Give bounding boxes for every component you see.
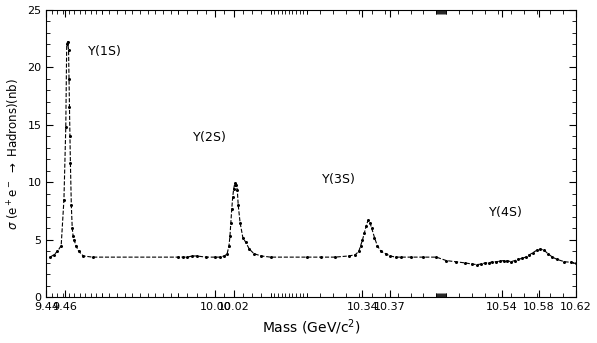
Text: $\Upsilon$(3S): $\Upsilon$(3S) — [321, 171, 355, 186]
Y-axis label: $\sigma$ (e$^+$e$^-$ $\rightarrow$ Hadrons)(nb): $\sigma$ (e$^+$e$^-$ $\rightarrow$ Hadro… — [5, 78, 22, 229]
Text: $\Upsilon$(2S): $\Upsilon$(2S) — [192, 129, 226, 144]
X-axis label: Mass (GeV/c$^2$): Mass (GeV/c$^2$) — [261, 318, 361, 338]
Text: $\Upsilon$(1S): $\Upsilon$(1S) — [87, 43, 121, 58]
Text: $\Upsilon$(4S): $\Upsilon$(4S) — [488, 204, 522, 219]
